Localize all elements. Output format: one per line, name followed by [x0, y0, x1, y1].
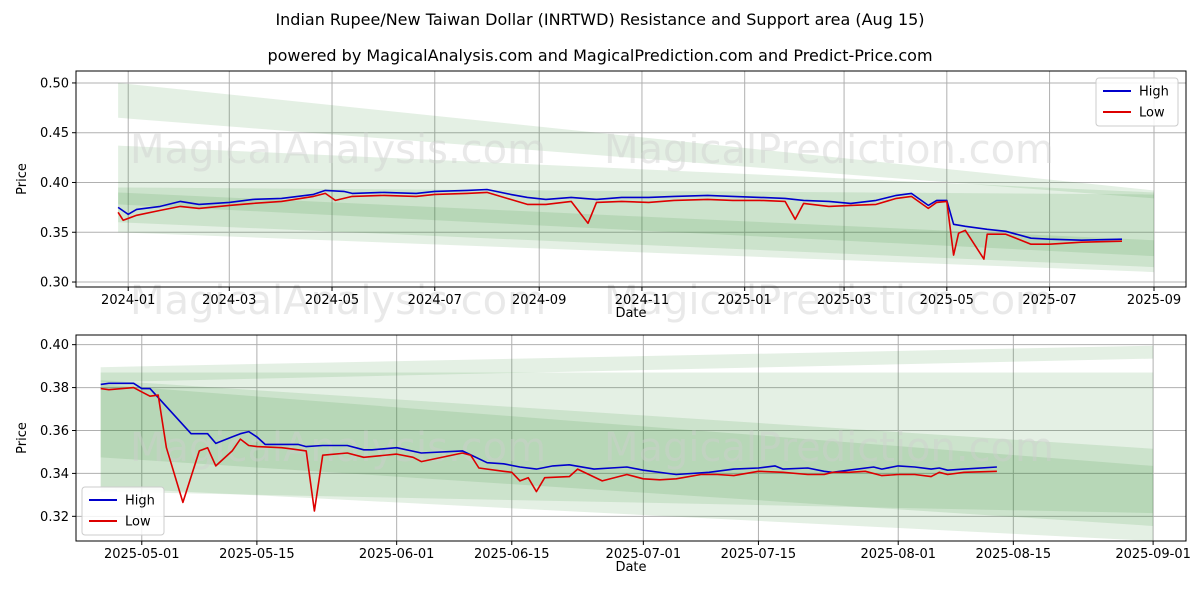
x-tick-label: 2025-05 — [920, 293, 974, 308]
x-tick-label: 2025-07-01 — [606, 547, 682, 562]
band-group — [118, 82, 1154, 273]
chart-subtitle: powered by MagicalAnalysis.com and Magic… — [267, 46, 933, 65]
low-series-line — [100, 386, 997, 512]
x-tick-label: 2025-07 — [1022, 293, 1076, 308]
y-tick-label: 0.40 — [40, 338, 69, 353]
x-tick-label: 2025-03 — [817, 293, 871, 308]
x-tick-label: 2025-05-15 — [219, 547, 295, 562]
chart-2: MagicalAnalysis.com MagicalPrediction.com… — [15, 334, 1191, 575]
support-resistance-band — [100, 384, 1154, 514]
high-series-line — [100, 382, 997, 476]
y-tick-label: 0.35 — [40, 226, 69, 241]
support-resistance-band — [118, 82, 1154, 199]
y-axis-label: Price — [15, 422, 30, 454]
y-tick-label: 0.38 — [40, 381, 69, 396]
x-tick-label: 2024-03 — [202, 293, 256, 308]
x-tick-label: 2025-08-15 — [976, 547, 1052, 562]
x-tick-label: 2025-08-01 — [860, 547, 936, 562]
low-series-line — [117, 191, 1123, 260]
y-tick-label: 0.30 — [40, 276, 69, 291]
band-group — [100, 345, 1154, 541]
y-tick-label: 0.50 — [40, 76, 69, 91]
support-resistance-band — [118, 192, 1154, 257]
plot-frame — [75, 334, 1187, 542]
support-resistance-band — [118, 187, 1154, 268]
x-axis-label: Date — [615, 306, 646, 321]
series-group — [100, 382, 997, 512]
legend: High Low — [81, 486, 165, 536]
watermark-group: MagicalAnalysis.com MagicalPrediction.com… — [130, 127, 1054, 324]
watermark-analysis: MagicalAnalysis.com — [130, 278, 546, 324]
watermark-prediction: MagicalPrediction.com — [604, 278, 1054, 324]
watermark-prediction: MagicalPrediction.com — [604, 127, 1054, 173]
x-tick-label: 2025-05-01 — [104, 547, 180, 562]
watermark-prediction: MagicalPrediction.com — [604, 425, 1054, 471]
y-axis-label: Price — [15, 163, 30, 195]
x-tick-label: 2024-09 — [512, 293, 566, 308]
support-resistance-band — [100, 372, 1154, 541]
y-tick-label: 0.40 — [40, 176, 69, 191]
legend: High Low — [1095, 77, 1179, 127]
y-tick-label: 0.34 — [40, 467, 69, 482]
plot-frame — [75, 70, 1187, 288]
legend-label-low: Low — [125, 515, 151, 530]
chart-1: MagicalAnalysis.com MagicalPrediction.com… — [15, 70, 1187, 324]
series-group — [117, 188, 1123, 260]
x-tick-label: 2025-01 — [718, 293, 772, 308]
y-tick-label: 0.45 — [40, 126, 69, 141]
x-tick-label: 2025-06-15 — [474, 547, 550, 562]
legend-label-high: High — [125, 494, 155, 509]
support-resistance-band — [100, 380, 1154, 526]
watermark-analysis: MagicalAnalysis.com — [130, 127, 546, 173]
x-tick-label: 2024-05 — [305, 293, 359, 308]
x-tick-label: 2024-11 — [615, 293, 669, 308]
x-tick-label: 2024-01 — [101, 293, 155, 308]
x-tick-label: 2025-09-01 — [1115, 547, 1191, 562]
x-tick-label: 2024-07 — [408, 293, 462, 308]
x-tick-label: 2025-06-01 — [359, 547, 435, 562]
high-series-line — [117, 188, 1123, 241]
y-tick-label: 0.32 — [40, 510, 69, 525]
x-axis-label: Date — [615, 560, 646, 575]
x-tick-label: 2025-09 — [1127, 293, 1181, 308]
x-tick-label: 2025-07-15 — [721, 547, 797, 562]
legend-label-low: Low — [1139, 106, 1165, 121]
chart-title: Indian Rupee/New Taiwan Dollar (INRTWD) … — [275, 10, 925, 29]
legend-label-high: High — [1139, 85, 1169, 100]
y-tick-label: 0.36 — [40, 424, 69, 439]
support-resistance-band — [118, 145, 1154, 273]
watermark-analysis: MagicalAnalysis.com — [130, 425, 546, 471]
support-resistance-band — [100, 345, 1154, 383]
